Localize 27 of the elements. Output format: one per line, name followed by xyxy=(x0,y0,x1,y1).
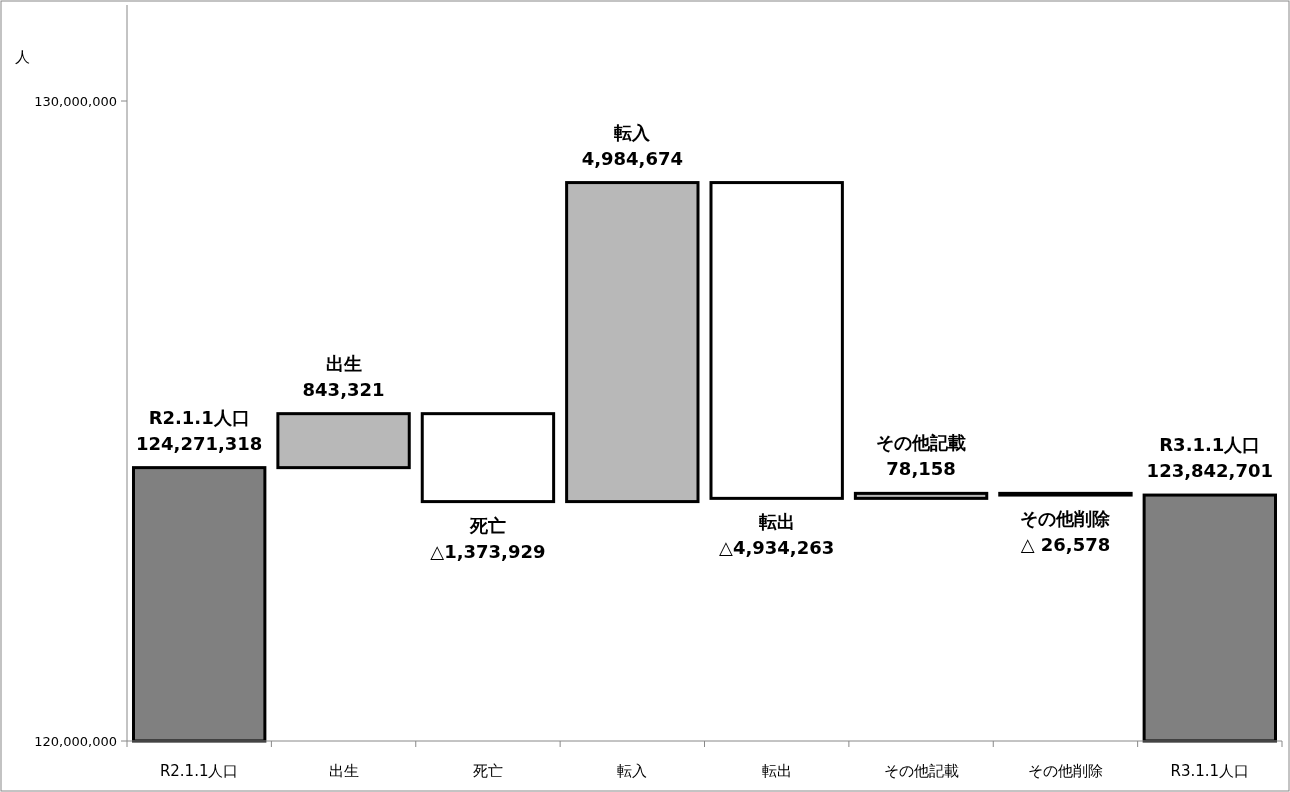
category-label: 転出 xyxy=(758,511,795,533)
category-label: 出生 xyxy=(325,352,362,374)
category-label: R2.1.1人口 xyxy=(148,406,250,428)
y-tick-label: 130,000,000 xyxy=(34,94,117,109)
category-label: 転入 xyxy=(614,121,651,143)
x-tick-label: その他記載 xyxy=(883,762,959,780)
data-label: 4,984,674 xyxy=(581,147,683,169)
category-label: 死亡 xyxy=(469,514,506,536)
category-label: その他記載 xyxy=(876,432,967,454)
x-tick-label: R3.1.1人口 xyxy=(1170,762,1250,780)
data-label: △4,934,263 xyxy=(719,537,835,559)
x-tick-label: 死亡 xyxy=(472,762,503,780)
data-label: 123,842,701 xyxy=(1146,460,1274,482)
x-tick-label: 転入 xyxy=(617,762,648,780)
data-label: 78,158 xyxy=(886,458,956,480)
y-axis-title: 人 xyxy=(14,48,30,66)
category-label: R3.1.1人口 xyxy=(1159,434,1261,456)
category-label: その他削除 xyxy=(1020,508,1111,530)
data-label: △1,373,929 xyxy=(430,540,546,562)
x-tick-label: R2.1.1人口 xyxy=(159,762,239,780)
y-tick-label: 120,000,000 xyxy=(34,734,117,749)
x-tick-label: その他削除 xyxy=(1027,762,1103,780)
data-label: 843,321 xyxy=(302,378,385,400)
data-label: 124,271,318 xyxy=(135,432,263,454)
x-tick-label: 転出 xyxy=(761,762,792,780)
data-label: △ 26,578 xyxy=(1020,534,1111,556)
x-tick-label: 出生 xyxy=(328,762,359,780)
